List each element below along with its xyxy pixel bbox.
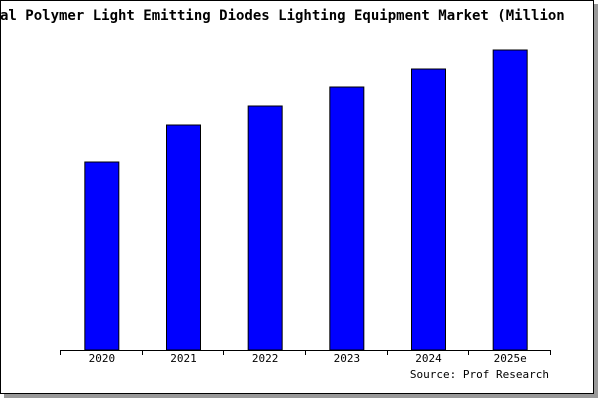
chart-title: al Polymer Light Emitting Diodes Lightin… xyxy=(0,8,565,24)
x-tick-label: 2024 xyxy=(415,352,442,365)
x-tick-label: 2020 xyxy=(89,352,116,365)
bar xyxy=(329,86,365,351)
bar xyxy=(247,105,283,351)
x-tick-label: 2025e xyxy=(494,352,527,365)
bar xyxy=(492,49,528,351)
x-tick-label: 2022 xyxy=(252,352,279,365)
bar xyxy=(84,161,120,351)
bar xyxy=(411,68,446,351)
x-tick-label: 2021 xyxy=(170,352,197,365)
source: Source: Prof Research xyxy=(410,368,549,381)
x-tick-label: 2023 xyxy=(334,352,361,365)
bar xyxy=(166,124,201,351)
